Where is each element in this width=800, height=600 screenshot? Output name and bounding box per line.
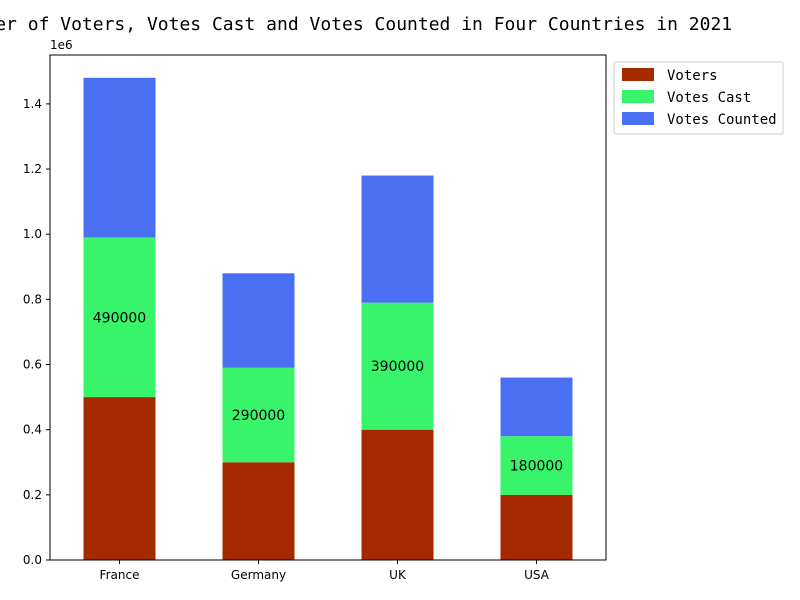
legend-label-votes-counted: Votes Counted — [667, 112, 777, 128]
x-axis: France Germany UK USA — [100, 560, 550, 582]
data-label-germany: 290000 — [232, 408, 285, 424]
y-tick-label: 0.4 — [23, 423, 42, 437]
bar-votes-counted-germany — [222, 273, 295, 368]
legend-swatch-voters — [622, 68, 654, 81]
legend-label-votes-cast: Votes Cast — [667, 90, 751, 106]
y-tick-label: 0.0 — [23, 553, 42, 567]
bar-votes-counted-usa — [500, 377, 573, 437]
y-tick-label: 1.2 — [23, 162, 42, 176]
legend-swatch-votes-cast — [622, 90, 654, 103]
bar-votes-counted-uk — [361, 175, 434, 303]
y-axis-offset-label: 1e6 — [50, 38, 73, 52]
x-tick-label-usa: USA — [524, 568, 550, 582]
data-labels: 490000 290000 390000 180000 — [93, 310, 563, 474]
bar-voters-uk — [361, 429, 434, 560]
y-tick-label: 0.6 — [23, 358, 42, 372]
x-tick-label-uk: UK — [389, 568, 407, 582]
y-axis: 0.0 0.2 0.4 0.6 0.8 1.0 1.2 1.4 — [23, 97, 50, 567]
legend-frame — [613, 61, 784, 135]
bar-voters-usa — [500, 494, 573, 560]
bar-voters-france — [83, 397, 156, 560]
data-label-france: 490000 — [93, 310, 146, 326]
data-label-usa: 180000 — [510, 459, 563, 475]
bar-votes-cast-germany — [222, 367, 295, 463]
y-tick-label: 0.8 — [23, 292, 42, 306]
y-tick-label: 1.0 — [23, 227, 42, 241]
bars — [83, 77, 573, 560]
x-tick-label-germany: Germany — [231, 568, 286, 582]
bar-votes-cast-uk — [361, 302, 434, 430]
y-tick-label: 1.4 — [23, 97, 42, 111]
bar-votes-cast-usa — [500, 436, 573, 495]
bar-voters-germany — [222, 462, 295, 560]
chart-title: Number of Voters, Votes Cast and Votes C… — [0, 14, 732, 35]
bar-votes-counted-france — [83, 77, 156, 238]
plot-area-frame — [49, 54, 607, 561]
x-tick-label-france: France — [100, 568, 140, 582]
legend-swatch-votes-counted — [622, 112, 654, 125]
legend-label-voters: Voters — [667, 68, 718, 84]
data-label-uk: 390000 — [371, 359, 424, 375]
legend: Voters Votes Cast Votes Counted — [613, 61, 784, 135]
y-tick-label: 0.2 — [23, 488, 42, 502]
bar-votes-cast-france — [83, 237, 156, 398]
